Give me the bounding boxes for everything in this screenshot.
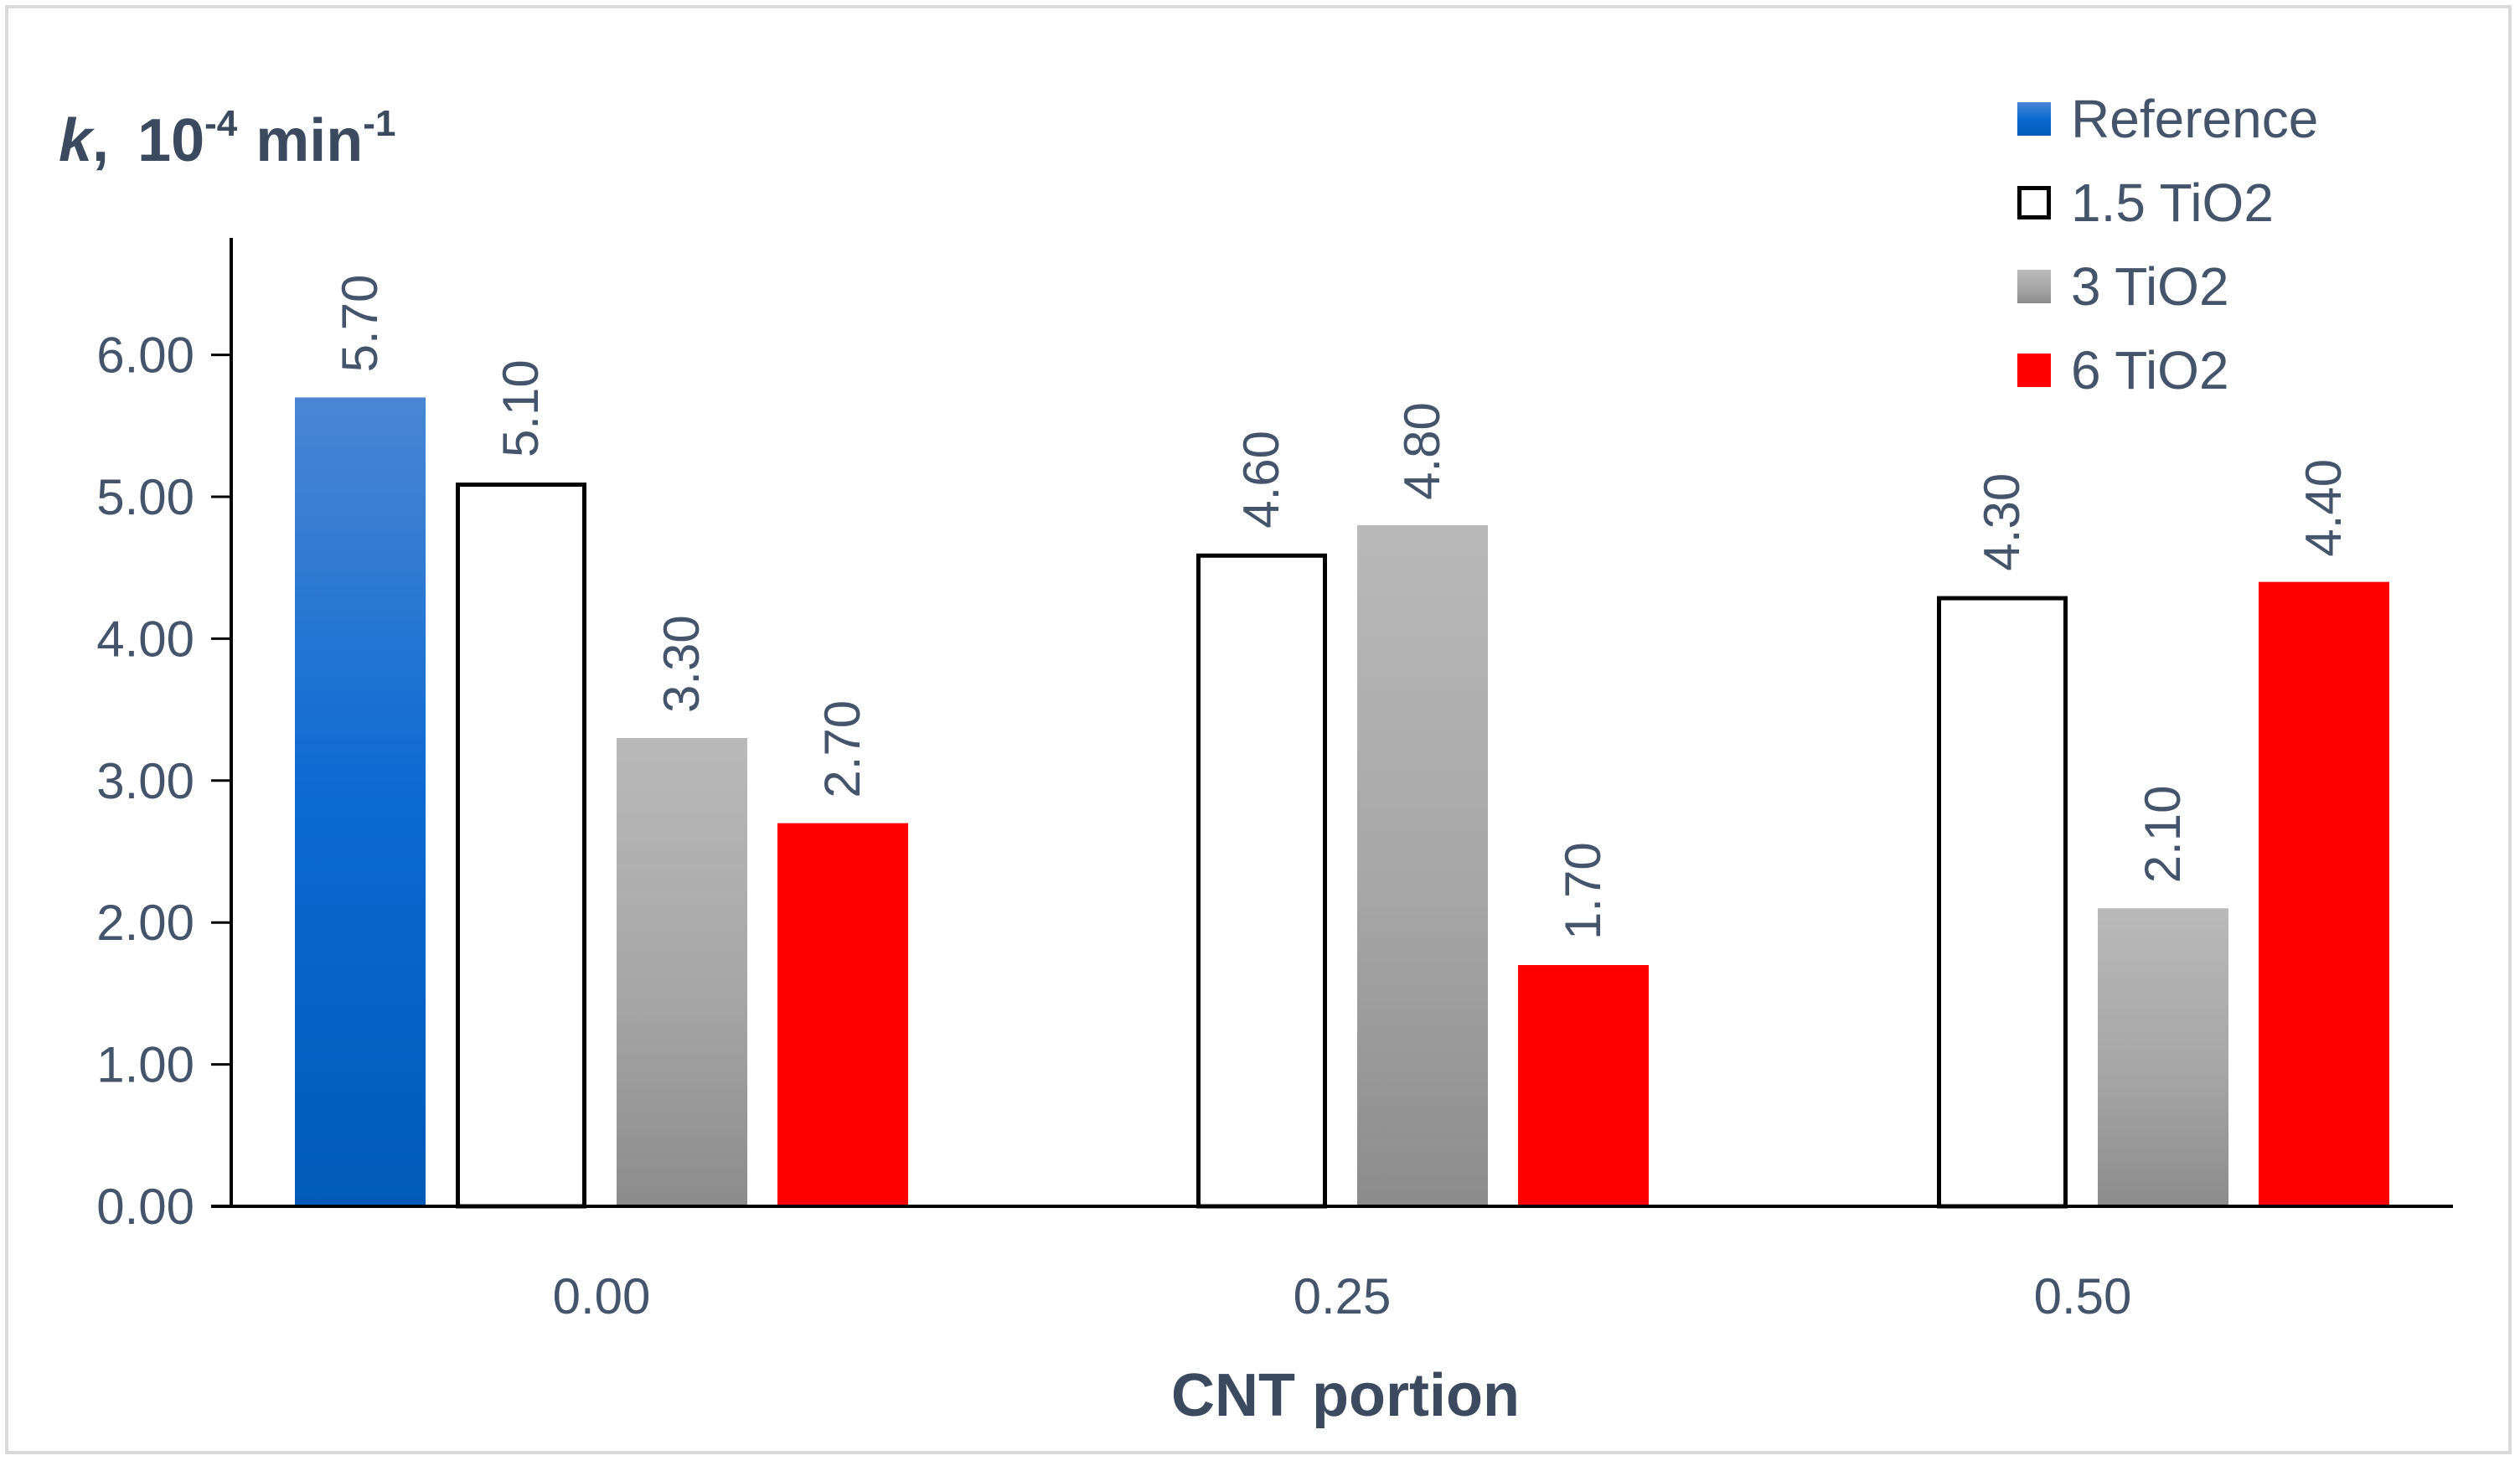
x-tick-label: 0.25 bbox=[1294, 1268, 1392, 1324]
legend: Reference 1.5 TiO2 3 TiO2 6 TiO2 bbox=[2017, 89, 2318, 400]
bar-data-label: 2.10 bbox=[2135, 785, 2191, 883]
x-axis-ticks: 0.00 0.25 0.50 bbox=[553, 1268, 2132, 1324]
legend-label-reference: Reference bbox=[2071, 89, 2318, 149]
bar-1-5-tio2-1 bbox=[1196, 553, 1327, 1209]
bar-data-label: 4.40 bbox=[2295, 459, 2352, 557]
axes bbox=[211, 238, 2453, 1208]
bar-reference-0 bbox=[295, 397, 426, 1206]
bar-data-labels: 5.70 5.10 3.30 2.70 4.60 4.80 1.70 4.30 2.10 4.40 bbox=[332, 275, 2352, 940]
y-tick-label: 2.00 bbox=[96, 895, 194, 951]
x-tick-label: 0.50 bbox=[2034, 1268, 2132, 1324]
legend-swatch-reference bbox=[2017, 102, 2051, 136]
bar-data-label: 3.30 bbox=[653, 615, 710, 713]
bar-1-5-tio2-2 bbox=[1937, 596, 2068, 1209]
y-axis-title: k, 10-4 min-1 bbox=[59, 103, 395, 174]
y-tick-label: 5.00 bbox=[96, 469, 194, 525]
bar-3-tio2-2 bbox=[2098, 908, 2228, 1206]
bars bbox=[295, 397, 2389, 1209]
y-tick-label: 0.00 bbox=[96, 1179, 194, 1235]
x-tick-label: 0.00 bbox=[553, 1268, 651, 1324]
bar-data-label: 1.70 bbox=[1555, 842, 1611, 940]
legend-label-1-5-tio2: 1.5 TiO2 bbox=[2071, 173, 2274, 233]
legend-swatch-1-5-tio2 bbox=[2017, 186, 2051, 219]
bar-3-tio2-1 bbox=[1357, 524, 1488, 1206]
y-tick-label: 4.00 bbox=[96, 611, 194, 667]
y-tick-label: 3.00 bbox=[96, 753, 194, 809]
legend-swatch-3-tio2 bbox=[2017, 270, 2051, 303]
y-axis-ticks: 0.00 1.00 2.00 3.00 4.00 5.00 6.00 bbox=[96, 328, 231, 1235]
y-tick-label: 1.00 bbox=[96, 1037, 194, 1093]
chart-frame: k, 10-4 min-1 CNT portion 0.00 1.00 2.00 3.00… bbox=[5, 5, 2512, 1454]
bar-data-label: 5.70 bbox=[332, 275, 388, 373]
bar-1-5-tio2-0 bbox=[456, 483, 586, 1209]
bar-data-label: 2.70 bbox=[814, 700, 870, 798]
bar-chart: k, 10-4 min-1 CNT portion 0.00 1.00 2.00 3.00… bbox=[59, 89, 2453, 1429]
bar-data-label: 5.10 bbox=[493, 359, 549, 457]
x-axis-title: CNT portion bbox=[1171, 1362, 1520, 1429]
legend-label-3-tio2: 3 TiO2 bbox=[2071, 256, 2229, 317]
bar-data-label: 4.60 bbox=[1233, 431, 1289, 529]
legend-swatch-6-tio2 bbox=[2017, 354, 2051, 387]
bar-6-tio2-1 bbox=[1518, 965, 1649, 1206]
bar-data-label: 4.30 bbox=[1974, 473, 2030, 571]
y-tick-label: 6.00 bbox=[96, 328, 194, 384]
legend-label-6-tio2: 6 TiO2 bbox=[2071, 340, 2229, 400]
bar-3-tio2-0 bbox=[617, 737, 747, 1206]
bar-6-tio2-0 bbox=[777, 823, 908, 1206]
bar-data-label: 4.80 bbox=[1394, 402, 1450, 500]
bar-6-tio2-2 bbox=[2259, 581, 2389, 1206]
